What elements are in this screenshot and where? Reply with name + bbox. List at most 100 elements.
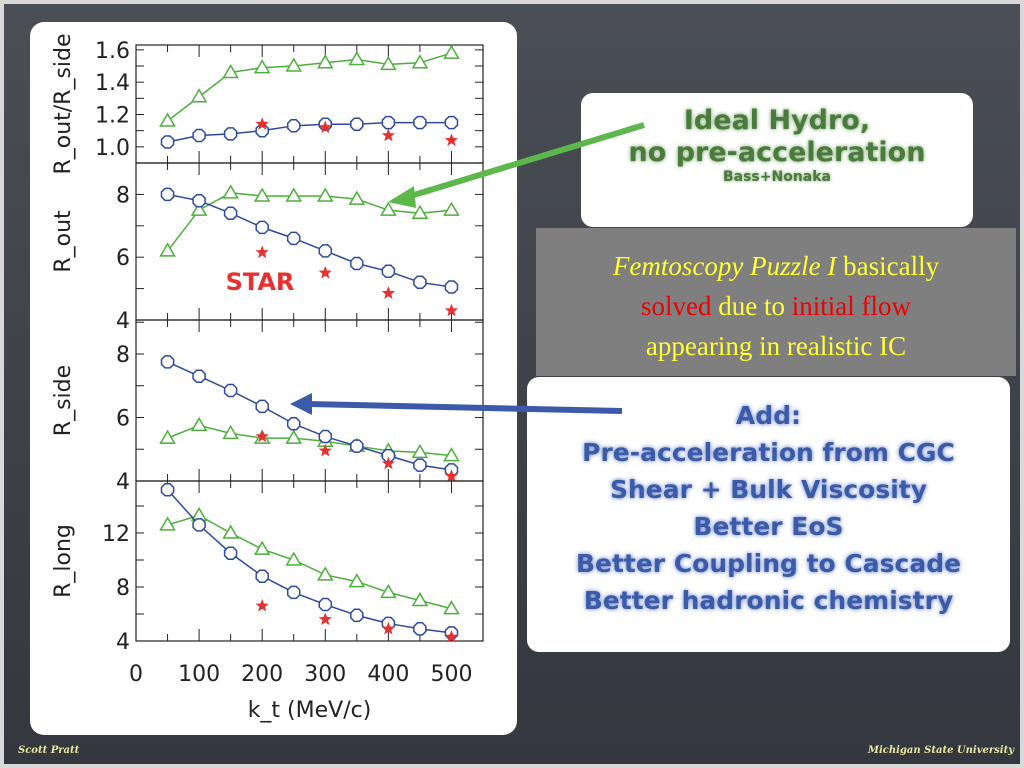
- puzzle-statement: Femtoscopy Puzzle I basically solved due…: [536, 228, 1016, 376]
- blue-series-line: [167, 121, 452, 143]
- green-triangle-point: [316, 187, 334, 202]
- blue-circle-point: [444, 280, 459, 294]
- green-triangle-point: [411, 204, 429, 219]
- blue-circle-point: [255, 399, 269, 414]
- blue-arrow: [308, 401, 623, 414]
- blue-circle-point: [255, 569, 269, 583]
- blue-circle-point: [160, 187, 175, 202]
- y-tick-label: 1.4: [95, 71, 130, 96]
- green-series-line: [166, 192, 452, 252]
- green-triangle-point: [411, 592, 429, 607]
- add-line: Better hadronic chemistry: [583, 586, 954, 615]
- x-axis-label: k_t (MeV/c): [248, 698, 372, 723]
- blue-series-line: [167, 193, 452, 288]
- blue-circle-point: [350, 256, 364, 271]
- y-tick-label: 6: [116, 406, 130, 431]
- y-axis-label: R_long: [51, 524, 76, 598]
- green-triangle-point: [253, 59, 271, 74]
- green-triangle-point: [159, 112, 176, 127]
- blue-circle-point: [413, 275, 427, 290]
- green-triangle-point: [222, 524, 239, 539]
- y-tick-label: 1.6: [95, 39, 130, 64]
- star-data-point: [444, 469, 459, 482]
- green-triangle-point: [285, 551, 303, 566]
- y-tick-label: 8: [116, 183, 130, 208]
- star-data-point: [381, 456, 395, 470]
- blue-circle-point: [223, 206, 238, 220]
- x-tick-label: 500: [430, 662, 472, 687]
- blue-circle-point: [160, 355, 175, 369]
- blue-circle-point: [381, 115, 396, 130]
- blue-circle-point: [286, 119, 301, 133]
- blue-circle-point: [286, 585, 301, 600]
- blue-circle-point: [318, 429, 333, 444]
- green-triangle-point: [285, 57, 303, 72]
- puzzle-text-1: basically: [836, 251, 940, 281]
- green-triangle-point: [443, 44, 460, 59]
- ideal-hydro-callout: Ideal Hydro, no pre-acceleration Bass+No…: [581, 93, 973, 227]
- x-tick-label: 400: [367, 662, 409, 687]
- green-series-line: [167, 52, 452, 122]
- green-series-line: [167, 424, 452, 457]
- blue-circle-point: [192, 518, 206, 532]
- blue-circle-point: [192, 193, 206, 208]
- blue-circle-point: [223, 546, 238, 560]
- puzzle-title: Femtoscopy Puzzle I: [612, 251, 837, 281]
- green-arrow: [403, 122, 645, 201]
- add-line: Better EoS: [693, 512, 844, 541]
- green-triangle-point: [411, 443, 429, 459]
- y-tick-label: 1.2: [95, 104, 130, 129]
- green-triangle-point: [159, 242, 176, 257]
- star-data-point: [381, 621, 395, 635]
- blue-circle-point: [223, 127, 238, 141]
- green-series-line: [167, 514, 452, 610]
- green-triangle-point: [380, 583, 397, 599]
- y-tick-label: 6: [116, 246, 130, 271]
- x-tick-label: 200: [241, 662, 283, 687]
- green-triangle-point: [348, 573, 366, 588]
- green-triangle-point: [253, 540, 271, 555]
- blue-circle-point: [350, 439, 364, 453]
- blue-circle-point: [318, 244, 333, 258]
- star-label: STAR: [226, 268, 295, 296]
- slide: 1.0 1.2 1.4 1.6 R_out/R_side 4 6 8 R_out 4 6 8 R_sid…: [4, 4, 1020, 764]
- blue-circle-point: [286, 417, 301, 431]
- green-triangle-point: [190, 201, 208, 216]
- y-tick-label: 12: [102, 522, 130, 547]
- green-triangle-point: [222, 184, 239, 199]
- star-data-point: [444, 133, 459, 146]
- y-tick-label: 4: [116, 630, 130, 655]
- add-line: Shear + Bulk Viscosity: [609, 475, 928, 504]
- blue-circle-point: [318, 597, 333, 612]
- star-data-point: [444, 629, 459, 643]
- green-triangle-point: [285, 429, 303, 444]
- blue-circle-point: [192, 369, 206, 383]
- blue-circle-point: [160, 483, 175, 497]
- add-line: Add:: [735, 401, 802, 430]
- green-triangle-point: [316, 566, 334, 581]
- hydro-line3: Bass+Nonaka: [722, 169, 832, 185]
- blue-arrow-head: [290, 393, 312, 415]
- green-triangle-point: [159, 429, 176, 444]
- x-tick-label: 300: [304, 662, 346, 687]
- blue-circle-point: [413, 458, 427, 472]
- y-tick-label: 8: [116, 343, 130, 368]
- green-triangle-point: [411, 54, 429, 69]
- blue-series-line: [167, 361, 452, 471]
- green-triangle-point: [159, 516, 176, 531]
- add-line: Pre-acceleration from CGC: [582, 438, 955, 467]
- blue-circle-point: [413, 115, 427, 130]
- star-data-point: [255, 598, 269, 612]
- y-axis-label: R_out: [51, 210, 76, 273]
- blue-circle-point: [350, 608, 364, 623]
- blue-circle-point: [255, 220, 269, 235]
- green-triangle-point: [285, 187, 303, 202]
- green-triangle-point: [380, 55, 397, 71]
- green-triangle-point: [222, 63, 239, 79]
- blue-circle-point: [350, 117, 364, 131]
- green-arrow-head: [388, 186, 416, 208]
- y-axis-label: R_side: [51, 365, 76, 436]
- blue-circle-point: [160, 135, 175, 149]
- star-data-point: [318, 612, 332, 626]
- star-data-point: [318, 443, 332, 457]
